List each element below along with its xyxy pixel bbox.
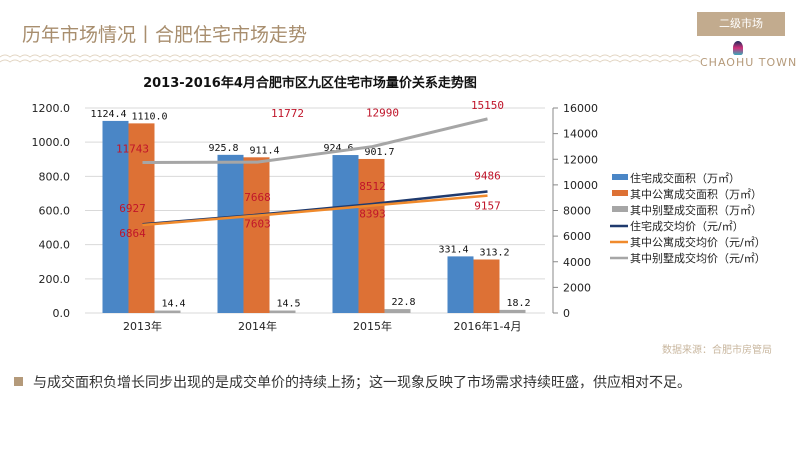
bar-0: [102, 120, 129, 313]
right-axis-tick: 0: [563, 307, 570, 320]
right-axis-tick: 2000: [563, 281, 591, 294]
bar-1: [243, 157, 270, 313]
right-axis-tick: 4000: [563, 256, 591, 269]
left-axis-tick: 0.0: [53, 307, 71, 320]
bar-label: 924.6: [323, 143, 353, 154]
x-axis-label: 2016年1-4月: [454, 319, 522, 333]
bar-0: [217, 154, 244, 313]
line-label: 9157: [474, 200, 501, 213]
bar-label: 911.4: [249, 145, 279, 156]
legend-swatch: [612, 206, 628, 212]
legend-label: 其中别墅成交均价（元/㎡）: [630, 251, 766, 265]
line-series-1: [142, 194, 488, 227]
bar-label: 313.2: [479, 247, 509, 258]
bar-label: 901.7: [364, 147, 394, 158]
left-axis-tick: 200.0: [39, 273, 71, 286]
line-label: 11772: [271, 107, 304, 120]
line-label: 7603: [244, 218, 271, 231]
right-axis-tick: 12000: [563, 153, 598, 166]
line-label: 7668: [244, 191, 271, 204]
bar-0: [332, 155, 359, 313]
bar-2: [154, 310, 181, 313]
legend-label: 其中别墅成交面积（万㎡）: [630, 203, 762, 217]
right-axis-tick: 10000: [563, 179, 598, 192]
x-axis-label: 2013年: [123, 319, 162, 333]
bullet-icon: [14, 377, 23, 386]
logo: CHAOHU TOWN: [700, 56, 798, 69]
line-label: 8512: [359, 180, 386, 193]
left-axis-tick: 1200.0: [32, 102, 71, 115]
wave-divider: [0, 54, 700, 63]
bar-label: 331.4: [438, 244, 468, 255]
data-source: 数据来源：合肥市房管局: [662, 345, 772, 356]
line-series-0: [142, 190, 488, 226]
line-label: 11743: [116, 143, 149, 156]
bar-label: 18.2: [506, 298, 530, 309]
page-title: 历年市场情况丨合肥住宅市场走势: [22, 24, 308, 46]
line-label: 15150: [471, 99, 504, 112]
line-label: 9486: [474, 169, 501, 182]
line-label: 8393: [359, 207, 386, 220]
chart-title: 2013-2016年4月合肥市区九区住宅市场量价关系走势图: [143, 75, 477, 91]
legend-label: 住宅成交均价（元/㎡）: [630, 219, 744, 233]
legend-swatch: [612, 174, 628, 180]
bar-1: [358, 158, 385, 313]
left-axis-tick: 600.0: [39, 205, 71, 218]
line-label: 12990: [366, 107, 399, 120]
bar-label: 1124.4: [90, 109, 126, 120]
line-series-2: [142, 117, 488, 165]
bar-label: 22.8: [391, 297, 415, 308]
x-axis-label: 2015年: [353, 319, 392, 333]
legend-swatch: [612, 190, 628, 196]
line-label: 6927: [119, 202, 146, 215]
legend-label: 住宅成交面积（万㎡）: [630, 171, 740, 185]
legend-label: 其中公寓成交面积（万㎡）: [630, 187, 762, 201]
secondary-market-badge[interactable]: 二级市场: [697, 12, 785, 36]
right-axis-tick: 14000: [563, 128, 598, 141]
right-axis-tick: 8000: [563, 205, 591, 218]
right-axis-tick: 16000: [563, 102, 598, 115]
bar-0: [447, 256, 474, 313]
bar-label: 925.8: [208, 143, 238, 154]
summary-note: 与成交面积负增长同步出现的是成交单价的持续上扬；这一现象反映了市场需求持续旺盛，…: [14, 372, 691, 392]
right-axis-tick: 6000: [563, 230, 591, 243]
bar-1: [473, 259, 500, 313]
bar-label: 1110.0: [131, 111, 167, 122]
bar-2: [499, 309, 526, 313]
left-axis-tick: 400.0: [39, 239, 71, 252]
bird-logo-icon: [733, 41, 743, 55]
summary-text: 与成交面积负增长同步出现的是成交单价的持续上扬；这一现象反映了市场需求持续旺盛，…: [33, 375, 691, 391]
bar-2: [269, 310, 296, 313]
bar-label: 14.4: [161, 299, 185, 310]
left-axis-tick: 1000.0: [32, 136, 71, 149]
left-axis-tick: 800.0: [39, 170, 71, 183]
bar-label: 14.5: [276, 299, 300, 310]
x-axis-label: 2014年: [238, 319, 277, 333]
line-label: 6864: [119, 227, 146, 240]
bar-1: [128, 123, 155, 313]
bar-2: [384, 309, 411, 313]
legend-label: 其中公寓成交均价（元/㎡）: [630, 235, 766, 249]
